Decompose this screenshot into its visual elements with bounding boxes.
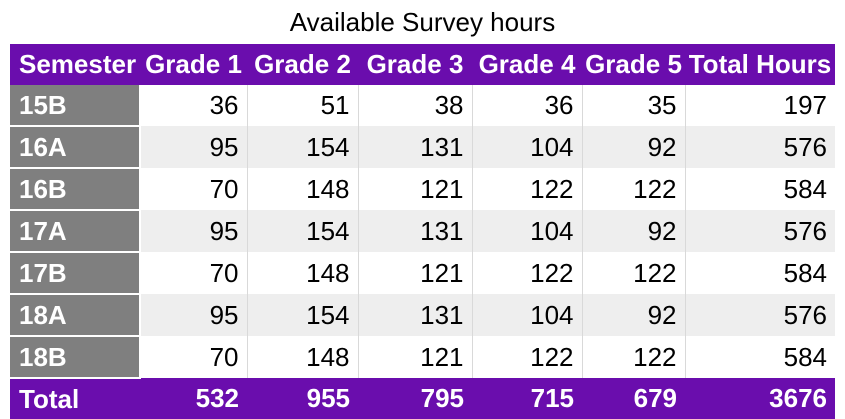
table-cell: 35 bbox=[581, 85, 685, 126]
table-cell: 122 bbox=[471, 336, 582, 378]
table-cell: 36 bbox=[471, 85, 582, 126]
table-row-15b: 15B 36 51 38 36 35 197 bbox=[10, 85, 835, 127]
table-cell: 51 bbox=[246, 85, 358, 126]
table-cell: 576 bbox=[684, 294, 835, 336]
table-cell: 38 bbox=[357, 85, 472, 126]
chart-title: Available Survey hours bbox=[289, 7, 556, 37]
table-cell: 104 bbox=[471, 294, 582, 336]
table-cell: 104 bbox=[471, 210, 582, 252]
total-row: Total 532 955 795 715 679 3676 bbox=[10, 378, 835, 419]
row-label: 16A bbox=[10, 126, 141, 169]
table-cell: 95 bbox=[139, 294, 247, 336]
table-cell: 154 bbox=[246, 126, 358, 168]
table-cell: 92 bbox=[581, 210, 685, 252]
table-cell: 131 bbox=[357, 294, 472, 336]
column-header-grade-1: Grade 1 bbox=[140, 44, 247, 85]
table-cell: 148 bbox=[246, 252, 358, 294]
table-cell: 584 bbox=[684, 168, 835, 210]
table-row-16a: 16A 95 154 131 104 92 576 bbox=[10, 126, 835, 169]
table-cell: 584 bbox=[684, 252, 835, 294]
table-cell: 121 bbox=[357, 168, 472, 210]
table-cell: 92 bbox=[581, 126, 685, 168]
survey-hours-table: Semester Grade 1 Grade 2 Grade 3 Grade 4… bbox=[10, 44, 835, 419]
table-cell: 70 bbox=[139, 252, 247, 294]
table-cell: 95 bbox=[139, 210, 247, 252]
table-cell: 154 bbox=[246, 210, 358, 252]
table-cell: 36 bbox=[139, 85, 247, 126]
row-label: 15B bbox=[10, 85, 141, 127]
table-cell: 122 bbox=[471, 168, 582, 210]
column-header-grade-5: Grade 5 bbox=[582, 44, 685, 85]
table-cell: 584 bbox=[684, 336, 835, 378]
table-row-18b: 18B 70 148 121 122 122 584 bbox=[10, 336, 835, 379]
column-header-grade-3: Grade 3 bbox=[358, 44, 472, 85]
table-cell: 122 bbox=[471, 252, 582, 294]
column-header-grade-4: Grade 4 bbox=[472, 44, 582, 85]
column-header-grade-2: Grade 2 bbox=[247, 44, 358, 85]
table-cell: 131 bbox=[357, 210, 472, 252]
table-cell: 148 bbox=[246, 336, 358, 378]
table-cell: 121 bbox=[357, 252, 472, 294]
row-label: 17B bbox=[10, 252, 141, 295]
total-cell: 795 bbox=[358, 378, 472, 419]
table-cell: 197 bbox=[684, 85, 835, 126]
table-cell: 576 bbox=[684, 126, 835, 168]
table-cell: 70 bbox=[139, 336, 247, 378]
table-cell: 95 bbox=[139, 126, 247, 168]
row-label: 17A bbox=[10, 210, 141, 253]
row-label: 18B bbox=[10, 336, 141, 379]
table-cell: 131 bbox=[357, 126, 472, 168]
total-cell: 955 bbox=[247, 378, 358, 419]
table-cell: 122 bbox=[581, 252, 685, 294]
total-label: Total bbox=[10, 378, 140, 419]
total-cell: 3676 bbox=[685, 378, 835, 419]
total-cell: 532 bbox=[140, 378, 247, 419]
header-row: Semester Grade 1 Grade 2 Grade 3 Grade 4… bbox=[10, 44, 835, 85]
table-cell: 70 bbox=[139, 168, 247, 210]
row-label: 16B bbox=[10, 168, 141, 211]
total-cell: 715 bbox=[472, 378, 582, 419]
table-row-17b: 17B 70 148 121 122 122 584 bbox=[10, 252, 835, 295]
column-header-total-hours: Total Hours bbox=[685, 44, 835, 85]
table-row-18a: 18A 95 154 131 104 92 576 bbox=[10, 294, 835, 337]
table-cell: 148 bbox=[246, 168, 358, 210]
column-header-semester: Semester bbox=[10, 44, 140, 85]
table-cell: 92 bbox=[581, 294, 685, 336]
table-cell: 121 bbox=[357, 336, 472, 378]
row-label: 18A bbox=[10, 294, 141, 337]
table-row-17a: 17A 95 154 131 104 92 576 bbox=[10, 210, 835, 253]
table-cell: 576 bbox=[684, 210, 835, 252]
table-row-16b: 16B 70 148 121 122 122 584 bbox=[10, 168, 835, 211]
table-cell: 122 bbox=[581, 168, 685, 210]
table-cell: 122 bbox=[581, 336, 685, 378]
table-cell: 104 bbox=[471, 126, 582, 168]
table-cell: 154 bbox=[246, 294, 358, 336]
total-cell: 679 bbox=[582, 378, 685, 419]
